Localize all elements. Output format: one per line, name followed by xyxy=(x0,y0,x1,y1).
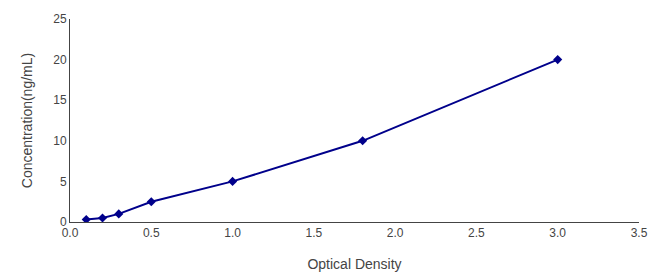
svg-text:0: 0 xyxy=(60,215,67,229)
svg-text:0.0: 0.0 xyxy=(62,226,79,240)
svg-text:2.0: 2.0 xyxy=(387,226,404,240)
svg-text:2.5: 2.5 xyxy=(468,226,485,240)
svg-text:Concentration(ng/mL): Concentration(ng/mL) xyxy=(19,53,35,188)
svg-text:1.0: 1.0 xyxy=(224,226,241,240)
svg-text:Optical Density: Optical Density xyxy=(307,256,401,272)
svg-text:0.5: 0.5 xyxy=(143,226,160,240)
svg-text:3.0: 3.0 xyxy=(549,226,566,240)
svg-text:20: 20 xyxy=(53,53,67,67)
svg-text:3.5: 3.5 xyxy=(631,226,648,240)
svg-text:25: 25 xyxy=(53,12,67,26)
svg-text:1.5: 1.5 xyxy=(306,226,323,240)
svg-text:10: 10 xyxy=(53,134,67,148)
svg-text:5: 5 xyxy=(60,175,67,189)
svg-text:15: 15 xyxy=(53,93,67,107)
